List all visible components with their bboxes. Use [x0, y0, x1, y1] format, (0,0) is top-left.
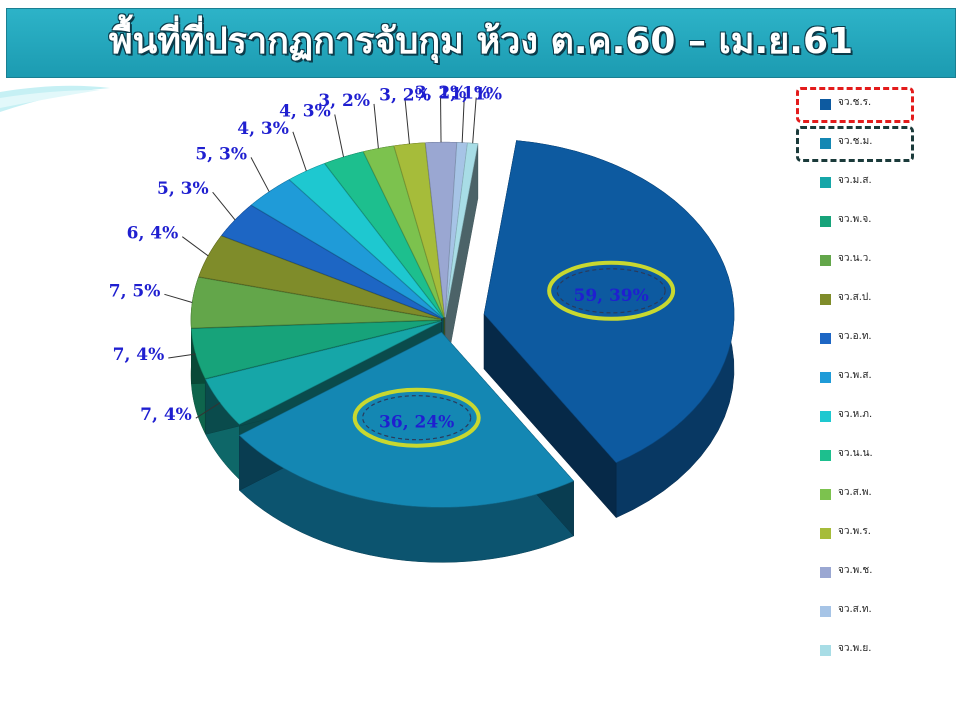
data-label-7: 5, 3%: [157, 179, 209, 199]
legend-swatch-icon: [820, 567, 831, 578]
leader-line-7: [212, 191, 236, 221]
legend-label: จว.พ.ย.: [838, 643, 872, 654]
legend-label: จว.พ.ส.: [838, 370, 872, 381]
legend-label: จว.ส.ท.: [838, 604, 872, 615]
leader-line-3: [195, 402, 221, 419]
legend-swatch-icon: [820, 177, 831, 188]
legend-label: จว.น.ว.: [838, 253, 872, 264]
legend-item-13: จว.พ.ช.: [810, 561, 930, 585]
leader-line-4: [168, 353, 196, 359]
title-bar: พื้นที่ที่ปรากฏการจับกุม ห้วง ต.ค.60 – เ…: [6, 8, 956, 78]
slice-4: [191, 320, 442, 379]
leader-line-8: [250, 157, 270, 192]
legend-label: จว.ช.ม.: [838, 136, 873, 147]
data-label-9: 4, 3%: [237, 119, 289, 139]
legend-item-8: จว.พ.ส.: [810, 366, 930, 390]
label-ring-1: [547, 260, 676, 321]
data-label-15: 1, 1%: [450, 85, 502, 105]
data-label-6: 6, 4%: [127, 224, 179, 244]
data-label-5: 7, 5%: [109, 281, 161, 301]
data-label-11: 3, 2%: [318, 91, 370, 111]
legend-item-6: จว.ส.ป.: [810, 288, 930, 312]
legend-item-7: จว.อ.ท.: [810, 327, 930, 351]
legend-swatch-icon: [820, 255, 831, 266]
legend-item-15: จว.พ.ย.: [810, 639, 930, 663]
legend-label: จว.พ.ช.: [838, 565, 873, 576]
leader-line-14: [461, 96, 465, 143]
slice-11: [363, 145, 445, 318]
legend-label: จว.ห.ภ.: [838, 409, 873, 420]
legend-label: จว.พ.จ.: [838, 214, 872, 225]
label-ring-2: [352, 387, 481, 448]
data-label-14: 1, 1%: [438, 84, 490, 104]
label-ring-inner-2: [362, 395, 472, 441]
legend-item-3: จว.ม.ส.: [810, 171, 930, 195]
legend-swatch-icon: [820, 372, 831, 383]
legend-label: จว.น.น.: [838, 448, 873, 459]
legend-item-2: จว.ช.ม.: [810, 132, 930, 156]
legend-highlight-box-2: [796, 126, 914, 162]
legend-swatch-icon: [820, 138, 831, 149]
label-ring-inner-1: [556, 268, 666, 314]
legend-highlight-box-1: [796, 87, 914, 123]
slice-1: [483, 140, 735, 464]
legend-swatch-icon: [820, 99, 831, 110]
legend-item-11: จว.ส.พ.: [810, 483, 930, 507]
legend-label: จว.พ.ร.: [838, 526, 871, 537]
data-label-3: 7, 4%: [140, 405, 192, 425]
data-label-13: 3, 2%: [415, 83, 467, 103]
slice-15: [445, 142, 479, 318]
data-label-1: 59, 39%: [573, 286, 648, 306]
legend-item-14: จว.ส.ท.: [810, 600, 930, 624]
legend-swatch-icon: [820, 294, 831, 305]
legend-swatch-icon: [820, 528, 831, 539]
data-label-4: 7, 4%: [113, 345, 165, 365]
leader-line-6: [181, 236, 209, 257]
leader-line-15: [472, 97, 477, 144]
legend-item-4: จว.พ.จ.: [810, 210, 930, 234]
legend-swatch-icon: [820, 606, 831, 617]
leader-line-13: [440, 96, 442, 143]
legend-swatch-icon: [820, 333, 831, 344]
legend-label: จว.ม.ส.: [838, 175, 872, 186]
slice-2: [238, 331, 575, 508]
page-title: พื้นที่ที่ปรากฏการจับกุม ห้วง ต.ค.60 – เ…: [108, 21, 854, 62]
legend-swatch-icon: [820, 489, 831, 500]
slice-13: [425, 141, 457, 318]
leader-line-10: [334, 114, 345, 158]
leader-line-9: [292, 131, 307, 172]
legend-label: จว.ส.ป.: [838, 292, 872, 303]
legend-label: จว.ส.พ.: [838, 487, 872, 498]
legend-swatch-icon: [820, 216, 831, 227]
data-label-2: 36, 24%: [379, 413, 454, 433]
leader-line-5: [164, 293, 193, 303]
legend-swatch-icon: [820, 411, 831, 422]
decorative-swoosh: [0, 85, 110, 112]
legend-item-12: จว.พ.ร.: [810, 522, 930, 546]
legend-item-10: จว.น.น.: [810, 444, 930, 468]
data-label-12: 3, 2%: [379, 85, 431, 105]
leader-line-11: [373, 103, 379, 149]
legend-item-9: จว.ห.ภ.: [810, 405, 930, 429]
legend-item-1: จว.ช.ร.: [810, 93, 930, 117]
data-label-8: 5, 3%: [195, 144, 247, 164]
legend-swatch-icon: [820, 450, 831, 461]
legend-swatch-icon: [820, 645, 831, 656]
legend-label: จว.ช.ร.: [838, 97, 872, 108]
leader-line-12: [404, 98, 410, 145]
legend-label: จว.อ.ท.: [838, 331, 872, 342]
legend-item-5: จว.น.ว.: [810, 249, 930, 273]
data-label-10: 4, 3%: [279, 101, 331, 121]
